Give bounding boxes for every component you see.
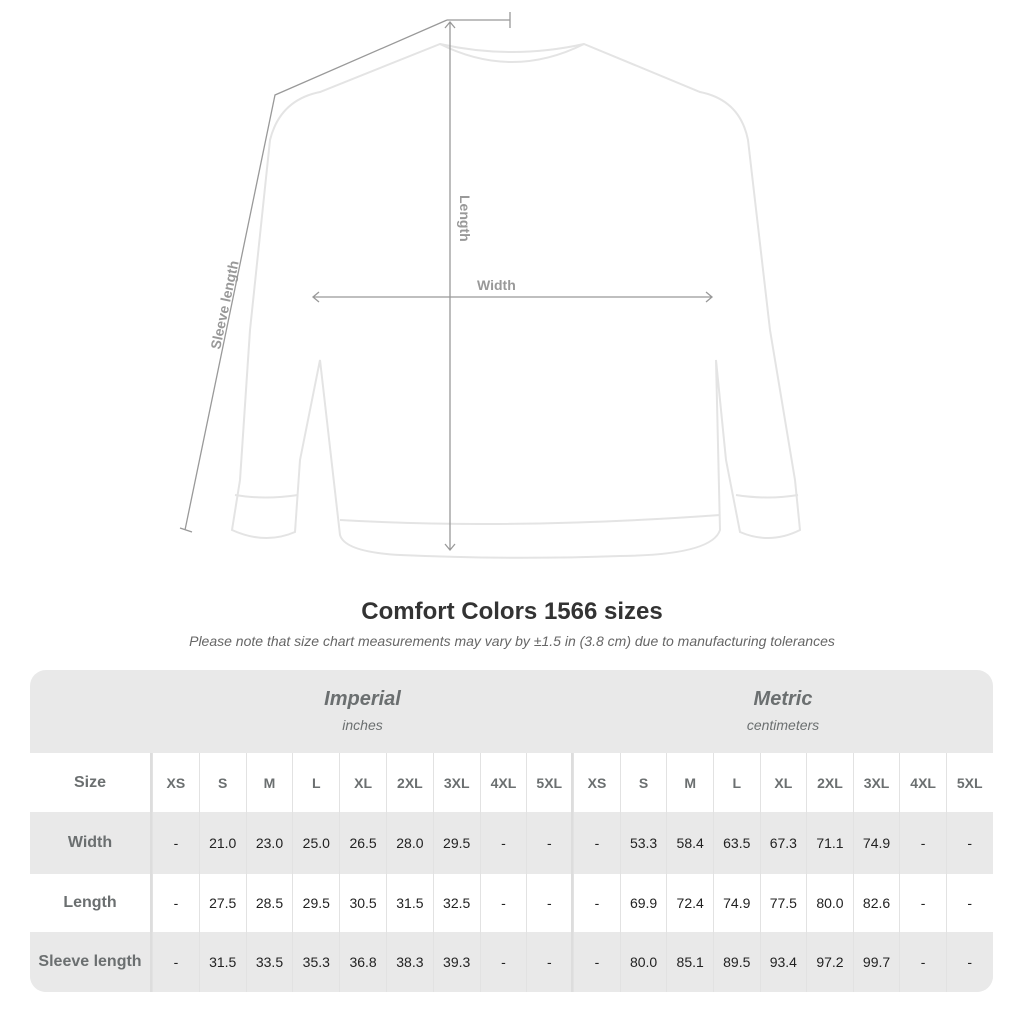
size-header-cell: XS <box>152 753 199 812</box>
size-header-cell: 3XL <box>852 753 900 812</box>
metric-value-cell: 67.3 <box>759 812 807 874</box>
imperial-unit: inches <box>342 717 383 733</box>
sweatshirt-diagram: Sleeve length Length Width <box>179 12 802 559</box>
imperial-value-cell: 29.5 <box>432 812 480 874</box>
metric-value-cell: 74.9 <box>712 874 760 932</box>
metric-value-cell: - <box>899 874 946 932</box>
size-header-cell: 4XL <box>479 753 527 812</box>
metric-value-cell: - <box>899 812 946 874</box>
metric-value-cell: 53.3 <box>619 812 667 874</box>
row-label: Sleeve length <box>30 932 152 992</box>
imperial-value-cell: 31.5 <box>385 874 433 932</box>
metric-value-cell: 69.9 <box>619 874 667 932</box>
metric-value-cell: - <box>945 812 993 874</box>
metric-value-cell: - <box>899 932 946 992</box>
metric-value-cell: 63.5 <box>712 812 760 874</box>
metric-value-cell: 99.7 <box>852 932 900 992</box>
metric-value-cell: 77.5 <box>759 874 807 932</box>
metric-value-cell: 89.5 <box>712 932 760 992</box>
metric-value-cell: 71.1 <box>806 812 853 874</box>
row-label: Width <box>30 812 152 874</box>
imperial-value-cell: 25.0 <box>292 812 339 874</box>
row-label: Length <box>30 874 152 932</box>
imperial-value-cell: 38.3 <box>385 932 433 992</box>
metric-value-cell: - <box>945 932 993 992</box>
imperial-header: Imperial inches <box>152 670 573 753</box>
imperial-value-cell: - <box>152 932 199 992</box>
metric-value-cell: 72.4 <box>666 874 713 932</box>
size-header-cell: 2XL <box>385 753 433 812</box>
imperial-title: Imperial <box>324 688 401 710</box>
size-header-cell: S <box>198 753 246 812</box>
imperial-value-cell: - <box>152 874 199 932</box>
size-header-cell: XL <box>759 753 807 812</box>
imperial-value-cell: - <box>526 932 574 992</box>
metric-value-cell: - <box>945 874 993 932</box>
imperial-value-cell: 28.5 <box>245 874 293 932</box>
metric-value-cell: - <box>573 812 620 874</box>
imperial-value-cell: 29.5 <box>292 874 339 932</box>
imperial-value-cell: 26.5 <box>339 812 386 874</box>
size-header-cell: M <box>666 753 713 812</box>
sleeve-measure-line <box>179 12 511 533</box>
size-header-cell: 2XL <box>806 753 853 812</box>
metric-value-cell: 85.1 <box>666 932 713 992</box>
imperial-value-cell: - <box>526 812 574 874</box>
size-header-cell: L <box>712 753 760 812</box>
imperial-value-cell: - <box>526 874 574 932</box>
row-label: Size <box>30 753 152 812</box>
size-header-cell: 5XL <box>526 753 574 812</box>
imperial-value-cell: - <box>152 812 199 874</box>
imperial-value-cell: 39.3 <box>432 932 480 992</box>
imperial-value-cell: 31.5 <box>198 932 246 992</box>
imperial-value-cell: 33.5 <box>245 932 293 992</box>
imperial-value-cell: 28.0 <box>385 812 433 874</box>
metric-value-cell: - <box>573 874 620 932</box>
imperial-value-cell: - <box>479 874 527 932</box>
length-label: Length <box>457 195 473 242</box>
width-measure-line <box>311 291 714 303</box>
imperial-value-cell: 36.8 <box>339 932 386 992</box>
metric-value-cell: 80.0 <box>806 874 853 932</box>
sleeve-length-label: Sleeve length <box>207 259 241 351</box>
imperial-value-cell: 32.5 <box>432 874 480 932</box>
metric-value-cell: 58.4 <box>666 812 713 874</box>
length-measure-line <box>444 20 456 552</box>
size-header-cell: 4XL <box>899 753 946 812</box>
metric-header: Metric centimeters <box>573 670 993 753</box>
size-header-cell: L <box>292 753 339 812</box>
tolerance-note: Please note that size chart measurements… <box>189 633 835 649</box>
size-table: Imperial inches Metric centimeters Size X… <box>30 670 993 992</box>
size-header-cell: XL <box>339 753 386 812</box>
table-row: Length -27.5 28.5 29.5 30.5 31.5 32.5- - -69.9 72… <box>30 874 993 932</box>
metric-value-cell: - <box>573 932 620 992</box>
metric-title: Metric <box>753 688 813 710</box>
sweatshirt-illustration <box>230 42 802 559</box>
size-header-cell: XS <box>573 753 620 812</box>
size-header-cell: 5XL <box>945 753 993 812</box>
size-header-cell: S <box>619 753 667 812</box>
imperial-value-cell: 27.5 <box>198 874 246 932</box>
imperial-value-cell: 35.3 <box>292 932 339 992</box>
size-header-cell: M <box>245 753 293 812</box>
table-row: Sleeve length -31.5 33.5 35.3 36.8 38.3 39.3- -… <box>30 932 993 992</box>
metric-value-cell: 74.9 <box>852 812 900 874</box>
imperial-value-cell: 21.0 <box>198 812 246 874</box>
imperial-value-cell: - <box>479 932 527 992</box>
size-header-row: Size XS S M L XL 2XL 3XL 4XL 5XL XS S M L XL 2XL 3XL 4XL 5… <box>30 753 993 812</box>
imperial-value-cell: 30.5 <box>339 874 386 932</box>
imperial-value-cell: 23.0 <box>245 812 293 874</box>
metric-value-cell: 97.2 <box>806 932 853 992</box>
metric-unit: centimeters <box>746 717 820 733</box>
chart-title: Comfort Colors 1566 sizes <box>361 598 663 625</box>
table-row: Width -21.0 23.0 25.0 26.5 28.0 29.5- - -53.3 58.… <box>30 812 993 874</box>
metric-value-cell: 80.0 <box>619 932 667 992</box>
imperial-value-cell: - <box>479 812 527 874</box>
measurement-lines <box>179 12 714 552</box>
width-label: Width <box>477 277 516 293</box>
metric-value-cell: 82.6 <box>852 874 900 932</box>
metric-value-cell: 93.4 <box>759 932 807 992</box>
size-header-cell: 3XL <box>432 753 480 812</box>
